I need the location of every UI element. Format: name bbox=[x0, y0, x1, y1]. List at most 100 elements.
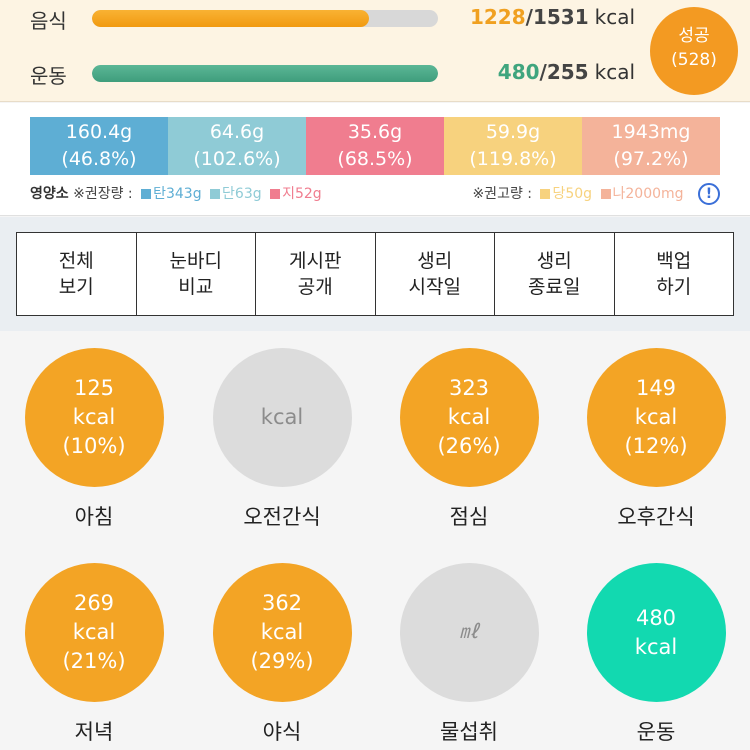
meal-label: 오전간식 bbox=[243, 505, 321, 529]
board-publish-button[interactable]: 게시판 공개 bbox=[255, 233, 375, 315]
meal-label: 야식 bbox=[262, 720, 302, 744]
food-progress-bar bbox=[92, 10, 438, 27]
meal-water[interactable]: ㎖ 물섭취 bbox=[389, 563, 549, 746]
lunch-circle[interactable]: 323 kcal (26%) bbox=[399, 348, 539, 487]
food-current-kcal: 1228 bbox=[469, 5, 526, 29]
nutrient-value: 64.6g bbox=[209, 121, 265, 143]
nutrient-value: 1943mg bbox=[611, 121, 691, 143]
meal-kcal-unit: kcal bbox=[634, 405, 678, 429]
nutrient-percent: (46.8%) bbox=[61, 148, 137, 170]
legend-limit-note: ※권고량 : bbox=[472, 186, 532, 202]
meal-late-night[interactable]: 362 kcal (29%) 야식 bbox=[202, 563, 362, 746]
breakfast-circle[interactable]: 125 kcal (10%) bbox=[24, 348, 164, 487]
nutrient-percent: (97.2%) bbox=[613, 148, 689, 170]
meal-kcal-percent: (12%) bbox=[624, 434, 688, 458]
nutrient-legend: 영양소 ※권장량 : 탄343g 단63g 지52g ※권고량 : 당50g 나… bbox=[30, 183, 720, 205]
legend-sodium: 나2000mg bbox=[612, 186, 684, 202]
nutrient-carb[interactable]: 160.4g (46.8%) bbox=[30, 117, 168, 175]
meal-grid: 125 kcal (10%) 아침 kcal 오전간식 323 kcal (26… bbox=[0, 331, 750, 750]
meal-label: 저녁 bbox=[74, 720, 114, 744]
exercise-progress-fill bbox=[92, 65, 438, 82]
nutrient-value: 59.9g bbox=[485, 121, 541, 143]
meal-label: 물섭취 bbox=[440, 720, 498, 744]
backup-button[interactable]: 백업 하기 bbox=[613, 233, 734, 315]
meal-kcal-percent: (29%) bbox=[250, 649, 314, 673]
meal-label: 운동 bbox=[636, 720, 676, 744]
meal-kcal-percent: (26%) bbox=[437, 434, 501, 458]
afternoon-snack-circle[interactable]: 149 kcal (12%) bbox=[586, 348, 726, 487]
dinner-circle[interactable]: 269 kcal (21%) bbox=[24, 563, 164, 702]
calorie-summary: 음식 1228/1531 kcal 운동 480/255 kcal 성공 (528) bbox=[0, 0, 750, 102]
late-night-circle[interactable]: 362 kcal (29%) bbox=[212, 563, 352, 702]
exercise-kcal-unit: kcal bbox=[594, 60, 635, 84]
exercise-circle[interactable]: 480 kcal bbox=[586, 563, 726, 702]
protein-swatch-icon bbox=[210, 189, 221, 199]
success-badge[interactable]: 성공 (528) bbox=[650, 7, 738, 95]
meal-kcal-percent: (10%) bbox=[62, 434, 126, 458]
exercise-label: 운동 bbox=[30, 64, 67, 88]
body-compare-button[interactable]: 눈바디 비교 bbox=[135, 233, 256, 315]
success-badge-value: (528) bbox=[671, 50, 717, 70]
info-icon[interactable]: ! bbox=[698, 183, 720, 205]
carb-swatch-icon bbox=[141, 189, 152, 199]
sodium-swatch-icon bbox=[600, 189, 611, 199]
meal-kcal-value: 269 bbox=[73, 591, 115, 615]
food-label: 음식 bbox=[30, 9, 67, 33]
sugar-swatch-icon bbox=[540, 189, 551, 199]
meal-kcal-unit: kcal bbox=[260, 620, 304, 644]
period-end-button[interactable]: 생리 종료일 bbox=[494, 233, 614, 315]
legend-carb: 탄343g bbox=[153, 186, 202, 202]
morning-snack-circle[interactable]: kcal bbox=[212, 348, 352, 487]
nutrient-sodium[interactable]: 1943mg (97.2%) bbox=[582, 117, 720, 175]
period-start-button[interactable]: 생리 시작일 bbox=[374, 233, 495, 315]
legend-title: 영양소 bbox=[30, 186, 69, 202]
fat-swatch-icon bbox=[270, 189, 281, 199]
meal-kcal-percent: (21%) bbox=[62, 649, 126, 673]
meal-kcal-unit: kcal bbox=[72, 405, 116, 429]
exercise-kcal-readout: 480/255 kcal bbox=[498, 60, 635, 84]
meal-label: 아침 bbox=[74, 505, 114, 529]
legend-fat: 지52g bbox=[282, 186, 322, 202]
meal-label: 오후간식 bbox=[617, 505, 695, 529]
exercise-current-kcal: 480 bbox=[497, 60, 540, 84]
milliliter-icon: ㎖ bbox=[459, 621, 479, 643]
food-row[interactable]: 음식 1228/1531 kcal bbox=[0, 4, 750, 34]
food-progress-fill bbox=[92, 10, 370, 27]
meal-breakfast[interactable]: 125 kcal (10%) 아침 bbox=[14, 348, 174, 531]
meal-morning-snack[interactable]: kcal 오전간식 bbox=[202, 348, 362, 531]
meal-kcal-value: 480 bbox=[635, 605, 677, 630]
legend-limit-group: ※권고량 : 당50g 나2000mg ! bbox=[472, 183, 720, 205]
exercise-progress-bar bbox=[92, 65, 438, 82]
meal-afternoon-snack[interactable]: 149 kcal (12%) 오후간식 bbox=[576, 348, 736, 531]
view-all-button[interactable]: 전체 보기 bbox=[58, 250, 94, 298]
action-bar: 전체 보기 눈바디 비교 게시판 공개 생리 시작일 생리 종료일 백업 하기 bbox=[0, 217, 750, 331]
food-target-kcal: /1531 bbox=[525, 5, 589, 29]
meal-dinner[interactable]: 269 kcal (21%) 저녁 bbox=[14, 563, 174, 746]
exercise-row[interactable]: 운동 480/255 kcal bbox=[0, 59, 750, 89]
meal-kcal-value: 323 bbox=[448, 376, 490, 400]
success-badge-label: 성공 bbox=[678, 26, 710, 46]
food-kcal-readout: 1228/1531 kcal bbox=[470, 5, 635, 29]
legend-sugar: 당50g bbox=[552, 186, 593, 202]
legend-recommend-note: ※권장량 : bbox=[73, 186, 133, 202]
nutrient-sugar[interactable]: 59.9g (119.8%) bbox=[444, 117, 582, 175]
meal-kcal-value: 362 bbox=[261, 591, 303, 615]
meal-kcal-unit: kcal bbox=[447, 405, 491, 429]
nutrient-percent: (119.8%) bbox=[469, 148, 557, 170]
meal-kcal-value: 125 bbox=[73, 376, 115, 400]
nutrient-value: 160.4g bbox=[65, 121, 133, 143]
meal-lunch[interactable]: 323 kcal (26%) 점심 bbox=[389, 348, 549, 531]
legend-protein: 단63g bbox=[222, 186, 262, 202]
meal-kcal-value: 149 bbox=[635, 376, 677, 400]
exercise-target-kcal: /255 bbox=[539, 60, 589, 84]
meal-kcal-unit: kcal bbox=[72, 620, 116, 644]
nutrient-protein[interactable]: 64.6g (102.6%) bbox=[168, 117, 306, 175]
nutrient-panel: 160.4g (46.8%) 64.6g (102.6%) 35.6g (68.5%)… bbox=[0, 103, 750, 216]
meal-exercise[interactable]: 480 kcal 운동 bbox=[576, 563, 736, 746]
action-button-row: 전체 보기 눈바디 비교 게시판 공개 생리 시작일 생리 종료일 백업 하기 bbox=[16, 232, 734, 316]
nutrient-fat[interactable]: 35.6g (68.5%) bbox=[306, 117, 444, 175]
water-circle[interactable]: ㎖ bbox=[399, 563, 539, 702]
nutrient-value: 35.6g bbox=[347, 121, 403, 143]
nutrient-percent: (68.5%) bbox=[337, 148, 413, 170]
food-kcal-unit: kcal bbox=[594, 5, 635, 29]
